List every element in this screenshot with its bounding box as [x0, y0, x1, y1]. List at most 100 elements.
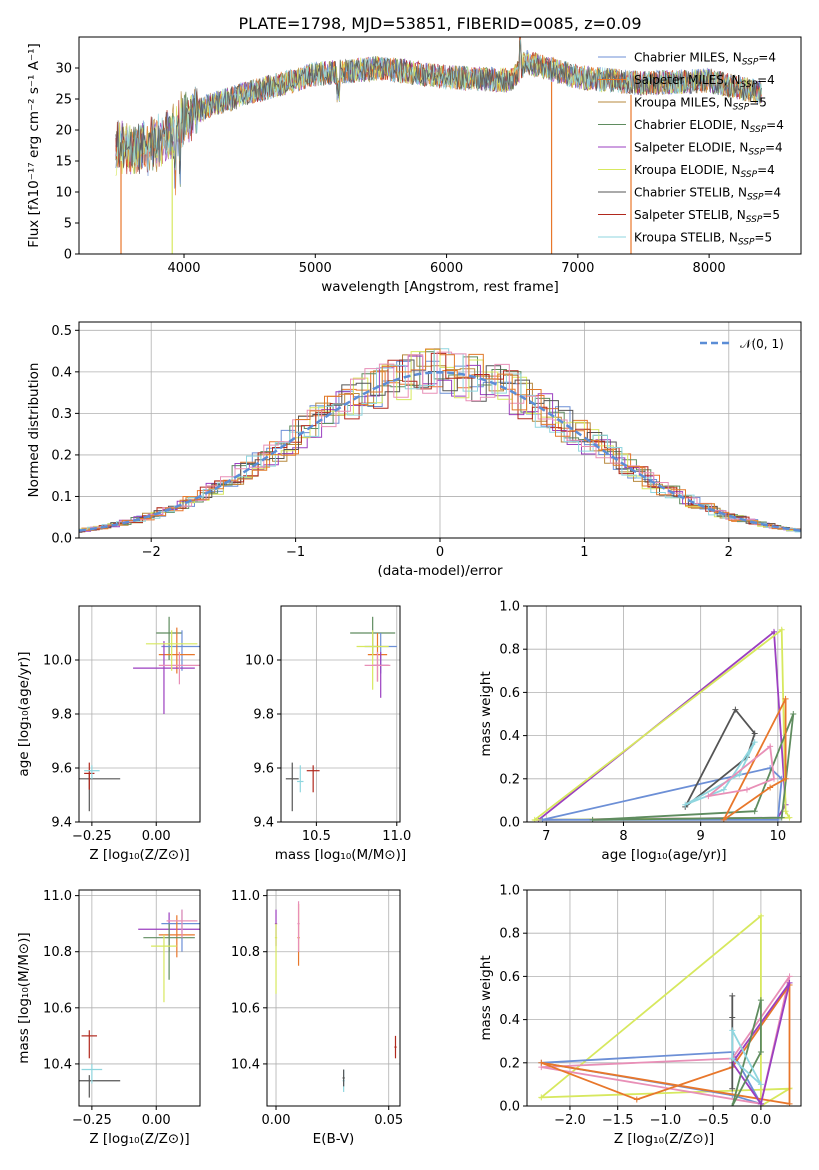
weight-lines [531, 626, 797, 822]
histogram-series [79, 348, 801, 533]
y-axis-label: mass weight [478, 955, 494, 1040]
y-tick-label: 0.1 [51, 490, 72, 505]
y-tick-label: 9.4 [253, 816, 274, 831]
figure-title: PLATE=1798, MJD=53851, FIBERID=0085, z=0… [238, 14, 641, 33]
histogram-steps [79, 348, 801, 533]
weight-marker [729, 992, 736, 999]
mass-vs-metallicity-panel: −0.25 0.00 10.4 10.6 10.8 11.0 Z [log₁₀(Z/Z⊙)]… [16, 889, 201, 1147]
weight-marker [682, 801, 689, 808]
legend-label: Salpeter ELODIE, NSSP=4 [634, 141, 783, 158]
y-tick-label: 20 [55, 124, 72, 139]
errorbars [79, 616, 200, 812]
y-tick-label: 0 [64, 248, 72, 263]
y-tick-label: 0.6 [499, 970, 520, 985]
x-tick-label: 8 [619, 829, 627, 844]
weight-marker [786, 979, 793, 986]
weight-marker [736, 771, 743, 778]
weight-marker [729, 1014, 736, 1021]
x-axis-label: E(B-V) [313, 1131, 355, 1147]
y-tick-label: 10.6 [231, 1001, 260, 1016]
weight-marker [767, 784, 774, 791]
x-tick-label: 10 [770, 829, 787, 844]
weight-polygon [592, 713, 795, 821]
y-tick-label: 9.4 [51, 816, 72, 831]
y-axis-label: mass [log₁₀(M/M⊙)] [16, 932, 32, 1063]
weight-marker [729, 1103, 736, 1106]
y-axis-label: age [log₁₀(age/yr)] [16, 651, 32, 776]
legend-label: Chabrier STELIB, NSSP=4 [634, 186, 781, 203]
y-tick-label: 1.0 [499, 884, 520, 899]
y-tick-label: 0.0 [499, 816, 520, 831]
age-vs-mass-panel: 10.5 11.0 9.4 9.6 9.8 10.0 mass [log₁₀(M/M⊙)] [245, 605, 411, 863]
x-tick-label: 8000 [693, 261, 726, 276]
weight-lines [538, 912, 793, 1106]
y-tick-label: 9.6 [51, 762, 72, 777]
x-tick-label: −1.5 [602, 1113, 634, 1128]
y-tick-label: 0.8 [499, 643, 520, 658]
weight-marker [786, 973, 793, 980]
weight-marker [770, 775, 777, 782]
spectrum-panel: 4000 5000 6000 7000 8000 0 5 10 15 20 25 30 waveleng… [26, 36, 802, 295]
y-tick-label: 9.8 [51, 708, 72, 723]
y-tick-label: 9.8 [253, 708, 274, 723]
y-tick-label: 0.4 [499, 729, 520, 744]
weight-marker [786, 814, 793, 821]
errorbars [79, 909, 200, 1098]
y-tick-label: 11.0 [231, 889, 260, 904]
x-tick-label: 9 [697, 829, 705, 844]
weight-marker [782, 775, 789, 782]
legend-label: Kroupa STELIB, NSSP=5 [634, 231, 772, 248]
axes-frame [78, 36, 802, 255]
y-tick-label: 0.0 [51, 532, 72, 547]
y-tick-label: 15 [55, 155, 72, 170]
weight-marker [705, 793, 712, 800]
massweight-vs-age-panel: 7 8 9 10 0.0 0.2 0.4 0.6 0.8 1.0 age [log₁₀(age/yr… [478, 600, 802, 863]
y-axis-label: Normed distribution [26, 363, 42, 498]
legend-label: Kroupa MILES, NSSP=5 [634, 96, 767, 113]
weight-marker [751, 739, 758, 746]
x-tick-label: 7 [542, 829, 550, 844]
x-tick-label: 7000 [561, 261, 594, 276]
weight-marker [732, 706, 739, 713]
y-tick-label: 0.2 [499, 772, 520, 787]
weight-marker [633, 1096, 640, 1103]
y-tick-label: 10.4 [43, 1057, 72, 1072]
x-tick-label: 10.5 [302, 829, 331, 844]
axes-frame [266, 889, 401, 1107]
x-axis-label: Z [log₁₀(Z/Z⊙)] [614, 1131, 714, 1147]
y-tick-label: 11.0 [43, 889, 72, 904]
age-vs-metallicity-panel: −0.25 0.00 9.4 9.6 9.8 10.0 Z [log₁₀(Z/Z⊙)] age… [16, 605, 201, 863]
y-tick-label: 0.3 [51, 407, 72, 422]
spectrum-lines [115, 37, 762, 254]
errorbars [274, 901, 397, 1092]
x-tick-label: −0.25 [72, 829, 112, 844]
x-axis-label: mass [log₁₀(M/M⊙)] [275, 847, 406, 863]
y-tick-label: 10.0 [245, 654, 274, 669]
weight-marker [767, 743, 774, 750]
axes-frame [526, 605, 802, 823]
weight-marker [757, 912, 764, 919]
x-tick-label: 0.05 [374, 1113, 403, 1128]
y-tick-label: 0.8 [499, 927, 520, 942]
y-tick-label: 10.4 [231, 1057, 260, 1072]
x-tick-label: 2 [725, 545, 733, 560]
x-axis-label: (data-model)/error [377, 563, 503, 579]
x-axis-label: wavelength [Angstrom, rest frame] [321, 279, 559, 295]
x-tick-label: −2.0 [554, 1113, 586, 1128]
x-tick-label: −0.25 [72, 1113, 112, 1128]
weight-marker [770, 628, 777, 635]
x-tick-label: 5000 [299, 261, 332, 276]
legend-label: Kroupa ELODIE, NSSP=4 [634, 163, 775, 180]
gaussian-curve [79, 371, 801, 532]
massweight-vs-metallicity-panel: −2.0 −1.5 −1.0 −0.5 0.0 0.0 0.2 0.4 0.6 0.8 1.0 Z [… [478, 884, 802, 1147]
y-tick-label: 30 [55, 62, 72, 77]
y-tick-label: 25 [55, 93, 72, 108]
x-tick-label: 0.00 [142, 829, 171, 844]
weight-marker [757, 1049, 764, 1055]
y-tick-label: 9.6 [253, 762, 274, 777]
weight-polygon [532, 628, 791, 821]
weight-marker [538, 1059, 545, 1066]
y-tick-label: 0.4 [51, 365, 72, 380]
weight-marker [782, 808, 789, 815]
